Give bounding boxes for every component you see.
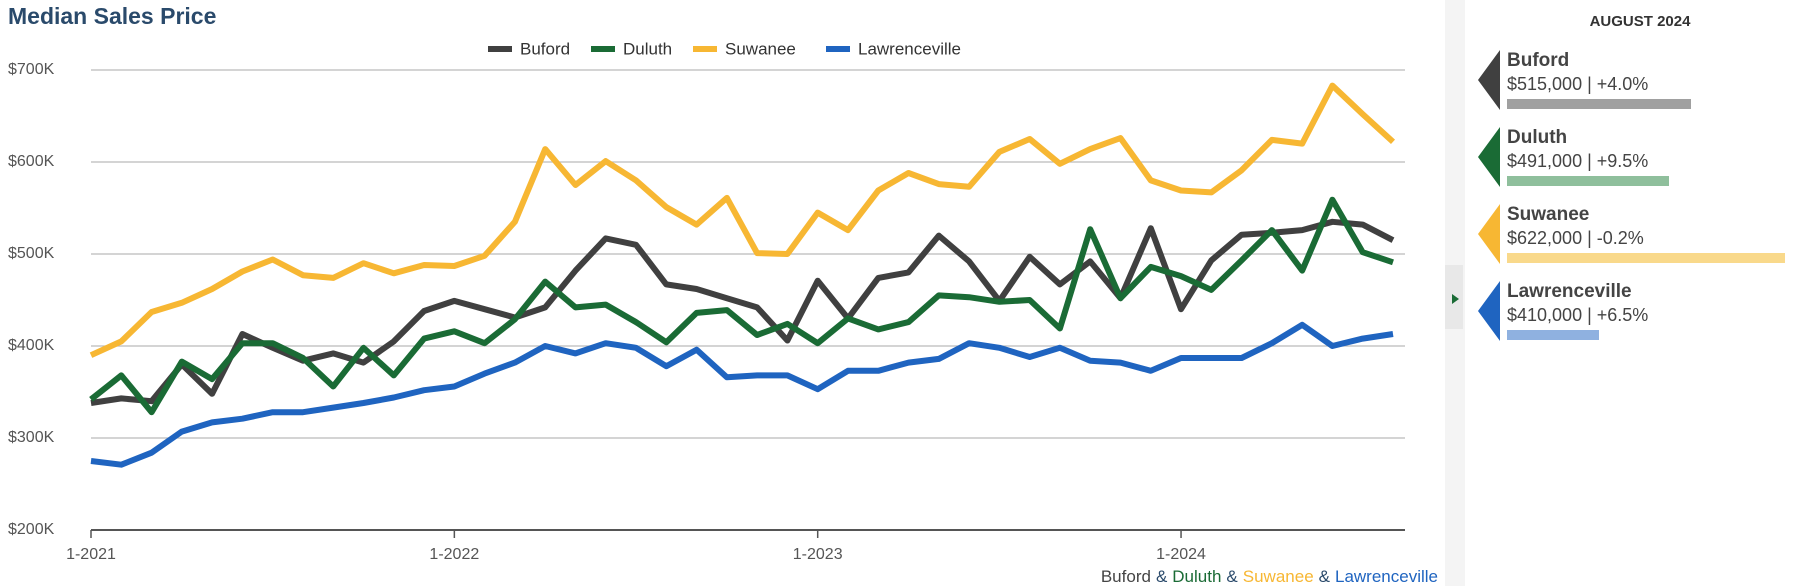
y-tick-label: $600K: [8, 153, 55, 170]
line: [90, 321, 1394, 468]
legend-label: Lawrenceville: [858, 39, 961, 58]
panel-value: $622,000 | -0.2%: [1507, 228, 1644, 248]
panel-bar: [1507, 176, 1669, 186]
footer-joiner: &: [1226, 567, 1238, 586]
y-tick-label: $300K: [8, 429, 55, 446]
panel-toggle-arrow: [1452, 294, 1459, 304]
footer-name: Duluth: [1172, 567, 1221, 586]
x-tick-label: 1-2024: [1156, 546, 1206, 563]
legend-label: Buford: [520, 39, 570, 58]
panel-arrow: [1478, 204, 1500, 264]
panel-value: $515,000 | +4.0%: [1507, 74, 1648, 94]
y-tick-label: $700K: [8, 61, 55, 78]
line: [89, 82, 1396, 358]
chart-title: Median Sales Price: [8, 3, 216, 29]
panel-name: Duluth: [1507, 127, 1567, 148]
panel-value: $491,000 | +9.5%: [1507, 151, 1648, 171]
footer: Buford & Duluth & Suwanee & Lawrenceville: [1101, 567, 1438, 586]
panel-arrow: [1478, 281, 1500, 341]
panel-arrow: [1478, 50, 1500, 110]
panel-bar: [1507, 253, 1785, 263]
footer-name: Suwanee: [1243, 567, 1314, 586]
x-tick-label: 1-2021: [66, 546, 116, 563]
x-tick-label: 1-2022: [429, 546, 479, 563]
footer-name: Buford: [1101, 567, 1151, 586]
y-tick-label: $400K: [8, 337, 55, 354]
x-tick-label: 1-2023: [793, 546, 843, 563]
panel-bar: [1507, 330, 1599, 340]
legend-label: Suwanee: [725, 39, 796, 58]
footer-name: Lawrenceville: [1335, 567, 1438, 586]
panel-value: $410,000 | +6.5%: [1507, 305, 1648, 325]
y-tick-label: $200K: [8, 521, 55, 538]
footer-joiner: &: [1156, 567, 1168, 586]
panel-arrow: [1478, 127, 1500, 187]
line: [89, 196, 1394, 416]
panel-name: Lawrenceville: [1507, 281, 1632, 302]
panel-bar: [1507, 99, 1691, 109]
panel-title: AUGUST 2024: [1590, 13, 1692, 30]
panel-name: Suwanee: [1507, 204, 1589, 225]
footer-joiner: &: [1319, 567, 1331, 586]
legend-label: Duluth: [623, 39, 672, 58]
y-tick-label: $500K: [8, 245, 55, 262]
panel-name: Buford: [1507, 50, 1569, 71]
